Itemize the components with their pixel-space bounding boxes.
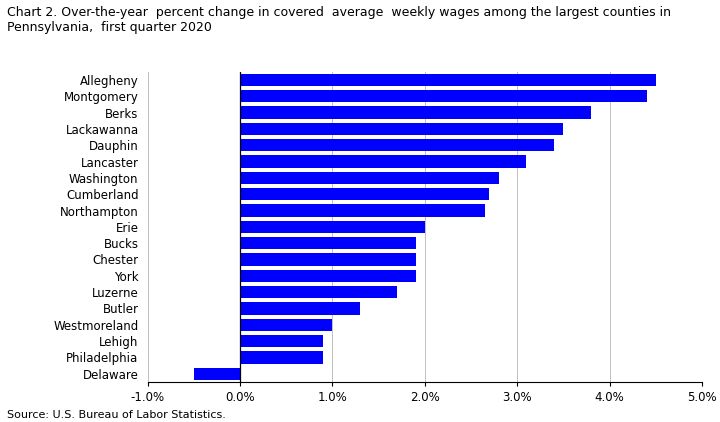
Bar (240, 188, 490, 200)
Bar (240, 253, 415, 265)
Bar (240, 139, 554, 151)
Bar (240, 90, 647, 103)
Bar (240, 286, 397, 298)
Text: Chart 2. Over-the-year  percent change in covered  average  weekly wages among t: Chart 2. Over-the-year percent change in… (7, 6, 671, 34)
Bar (240, 155, 526, 168)
Bar (240, 106, 591, 119)
Bar (240, 270, 415, 282)
Bar (240, 351, 323, 363)
Bar (240, 221, 425, 233)
Text: Source: U.S. Bureau of Labor Statistics.: Source: U.S. Bureau of Labor Statistics. (7, 410, 226, 420)
Bar (240, 123, 563, 135)
Bar (240, 319, 333, 331)
Bar (240, 237, 415, 249)
Bar (194, 368, 240, 380)
Bar (240, 74, 656, 86)
Bar (240, 335, 323, 347)
Bar (240, 172, 499, 184)
Bar (240, 302, 360, 314)
Bar (240, 204, 485, 216)
